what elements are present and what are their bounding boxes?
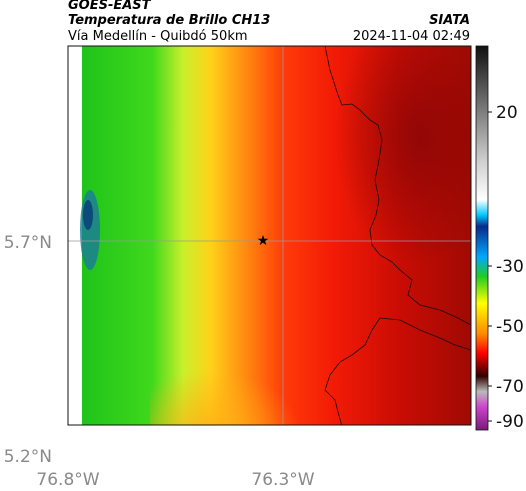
colorbar <box>475 45 489 431</box>
warm-spot-west-core <box>83 200 93 230</box>
x-tick-76-8W: 76.8°W <box>36 470 99 490</box>
cold-cloud-region <box>300 46 471 306</box>
y-tick-5-2N: 5.2°N <box>4 447 52 467</box>
river-line <box>324 317 471 425</box>
warm-southwest-region <box>150 300 350 425</box>
colorbar-tick-neg50: -50 <box>496 317 524 337</box>
border-line <box>324 46 471 326</box>
colorbar-tick-neg30: -30 <box>496 257 524 277</box>
colorbar-tick-neg90: -90 <box>496 412 524 432</box>
datetime-label: 2024-11-04 02:49 <box>353 29 470 44</box>
product-title: Temperatura de Brillo CH13 <box>68 13 270 28</box>
map-plot: ★ <box>68 46 471 425</box>
satellite-title: GOES-EAST <box>68 0 152 13</box>
location-marker-star: ★ <box>257 233 270 249</box>
y-tick-5-7N: 5.7°N <box>4 233 52 253</box>
plot-frame <box>67 45 472 426</box>
region-label: Vía Medellín - Quibdó 50km <box>68 29 248 44</box>
x-tick-76-3W: 76.3°W <box>251 470 314 490</box>
colorbar-tick-20: 20 <box>496 103 518 123</box>
colorbar-tick-neg70: -70 <box>496 377 524 397</box>
colorbar-ticks <box>488 111 492 422</box>
agency-label: SIATA <box>429 13 470 28</box>
